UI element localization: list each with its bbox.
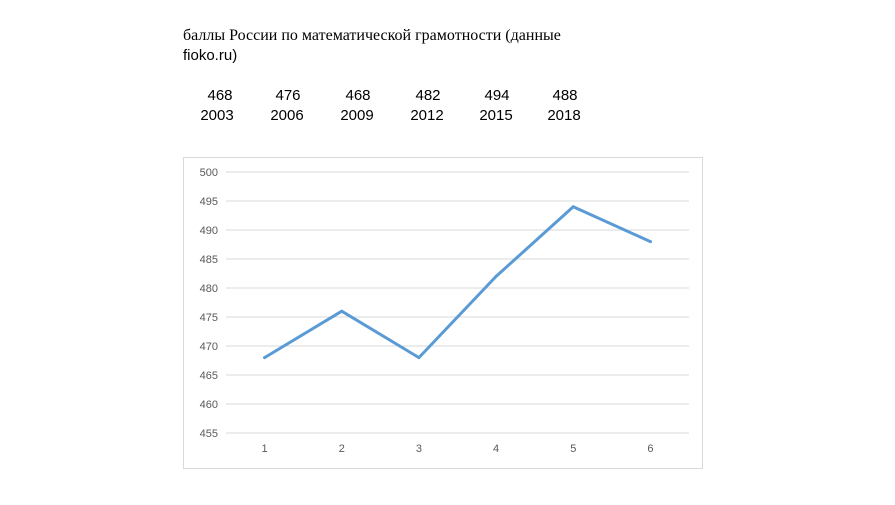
score-table: 468 476 468 482 494 488 2003 2006 2009 2…	[190, 86, 610, 128]
score-value: 468	[207, 87, 233, 104]
x-tick-label: 1	[262, 443, 268, 455]
line-chart: 455 460 465 470 475 480 485 490 495 500 1 2 3 4 5 6	[200, 167, 689, 455]
data-point	[494, 274, 498, 278]
heading-line-1: баллы России по математической грамотнос…	[183, 27, 561, 44]
data-point	[648, 240, 652, 244]
x-tick-label: 3	[416, 443, 422, 455]
y-tick-label: 455	[200, 428, 218, 440]
score-value: 468	[345, 87, 371, 104]
y-tick-label: 500	[200, 167, 218, 179]
y-tick-label: 480	[200, 283, 218, 295]
score-value: 494	[484, 87, 510, 104]
data-point	[263, 356, 267, 360]
y-tick-label: 495	[200, 196, 218, 208]
year-value: 2012	[410, 107, 444, 124]
year-value: 2015	[479, 107, 513, 124]
year-value: 2009	[340, 107, 374, 124]
x-tick-label: 4	[493, 443, 499, 455]
score-value: 482	[415, 87, 441, 104]
data-point	[571, 205, 575, 209]
year-value: 2018	[547, 107, 581, 124]
y-tick-label: 465	[200, 370, 218, 382]
y-tick-label: 460	[200, 399, 218, 411]
chart-heading: баллы России по математической грамотнос…	[183, 26, 583, 66]
x-tick-label: 5	[570, 443, 576, 455]
x-tick-label: 6	[647, 443, 653, 455]
score-value: 488	[552, 87, 578, 104]
year-value: 2003	[200, 107, 234, 124]
year-value: 2006	[270, 107, 304, 124]
data-point	[340, 309, 344, 313]
score-value: 476	[275, 87, 301, 104]
y-tick-label: 475	[200, 312, 218, 324]
heading-line-2: fioko.ru)	[183, 47, 238, 64]
y-tick-label: 470	[200, 341, 218, 353]
data-point	[417, 356, 421, 360]
y-tick-label: 490	[200, 225, 218, 237]
series-line	[263, 205, 652, 360]
chart-area: 455 460 465 470 475 480 485 490 495 500 1 2 3 4 5 6	[183, 157, 703, 469]
x-tick-label: 2	[339, 443, 345, 455]
y-tick-label: 485	[200, 254, 218, 266]
